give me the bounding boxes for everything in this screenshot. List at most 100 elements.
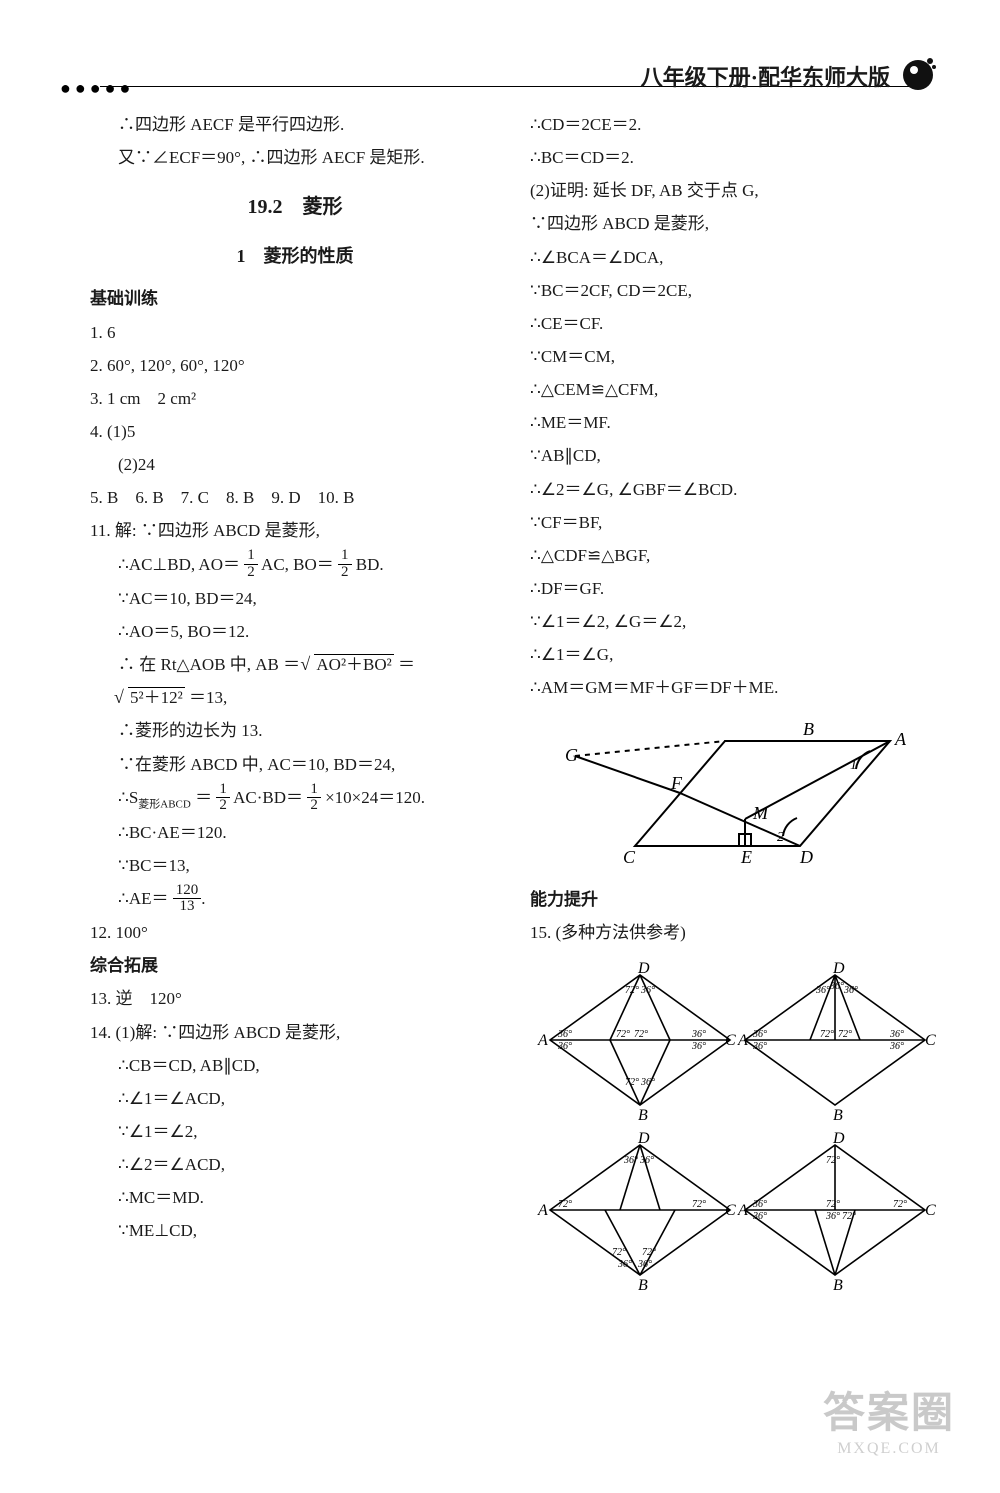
section-title: 19.2 菱形 xyxy=(90,188,500,227)
svg-text:72°: 72° xyxy=(826,1155,840,1166)
solution-line: ∴MC＝MD. xyxy=(90,1181,500,1214)
svg-text:36°: 36° xyxy=(752,1211,767,1222)
svg-text:36°: 36° xyxy=(825,1211,840,1222)
svg-text:B: B xyxy=(833,1277,843,1294)
math-text: AC·BD＝ xyxy=(233,788,303,807)
svg-text:D: D xyxy=(832,960,845,977)
solution-line: ∵CF＝BF, xyxy=(530,506,940,539)
svg-text:D: D xyxy=(637,960,650,977)
svg-text:72°: 72° xyxy=(842,1211,856,1222)
math-text: . xyxy=(201,889,205,908)
solution-line: ∴AE＝ 12013 . xyxy=(90,882,500,916)
answer-line: (2)24 xyxy=(90,448,500,481)
fraction-icon: 12 xyxy=(307,782,321,815)
solution-line: ∴ 在 Rt△AOB 中, AB ＝ AO²＋BO² ＝ xyxy=(90,648,500,681)
svg-text:72°: 72° xyxy=(558,1199,572,1210)
solution-line: ∴AO＝5, BO＝12. xyxy=(90,615,500,648)
solution-line: ∵四边形 ABCD 是菱形, xyxy=(530,207,940,240)
svg-text:72°: 72° xyxy=(616,1029,630,1040)
svg-text:E: E xyxy=(740,847,752,866)
solution-line: ∴AC⊥BD, AO＝ 12 AC, BO＝ 12 BD. xyxy=(90,548,500,582)
fraction-icon: 12 xyxy=(338,548,352,581)
svg-text:B: B xyxy=(833,1107,843,1124)
svg-text:1: 1 xyxy=(850,758,857,773)
math-text: AC, BO＝ xyxy=(261,555,334,574)
math-text: ×10×24＝120. xyxy=(325,788,425,807)
solution-line: (2)证明: 延长 DF, AB 交于点 G, xyxy=(530,174,940,207)
heading-comprehensive: 综合拓展 xyxy=(90,949,500,982)
solution-line: ∴BC·AE＝120. xyxy=(90,816,500,849)
solution-line: ∵AC＝10, BD＝24, xyxy=(90,582,500,615)
math-text: ＝13, xyxy=(189,688,227,707)
svg-text:A: A xyxy=(537,1202,548,1219)
svg-text:72°: 72° xyxy=(692,1199,706,1210)
solution-line: ∴∠1＝∠ACD, xyxy=(90,1082,500,1115)
solution-line: ∴∠1＝∠G, xyxy=(530,638,940,671)
svg-text:C: C xyxy=(925,1202,936,1219)
solution-line: ∵CM＝CM, xyxy=(530,340,940,373)
solution-line: ∴CE＝CF. xyxy=(530,307,940,340)
answer-line: 1. 6 xyxy=(90,316,500,349)
solution-line: ∴DF＝GF. xyxy=(530,572,940,605)
fraction-icon: 12 xyxy=(216,782,230,815)
svg-text:36°: 36° xyxy=(691,1029,706,1040)
svg-text:36°: 36° xyxy=(815,985,830,996)
math-text: ∴AE＝ xyxy=(118,889,168,908)
subsection-title: 1 菱形的性质 xyxy=(90,239,500,274)
svg-text:B: B xyxy=(803,719,814,739)
left-column: ∴四边形 AECF 是平行四边形. 又∵∠ECF＝90°, ∴四边形 AECF … xyxy=(90,108,500,1368)
svg-text:36°: 36° xyxy=(752,1041,767,1052)
svg-text:72°: 72° xyxy=(838,1029,852,1040)
figure-four-rhombi: D A C B D A C B D A C B D A C xyxy=(530,955,940,1306)
watermark: 答案圈 MXQE.COM xyxy=(823,1379,955,1458)
svg-text:D: D xyxy=(832,1130,845,1147)
svg-text:D: D xyxy=(799,847,813,866)
svg-text:36°: 36° xyxy=(623,1155,638,1166)
math-text: ＝ xyxy=(398,655,415,674)
math-text: ∴S xyxy=(118,788,138,807)
svg-text:A: A xyxy=(537,1032,548,1049)
svg-text:F: F xyxy=(670,773,683,793)
svg-text:36°: 36° xyxy=(829,981,844,992)
svg-text:A: A xyxy=(737,1202,748,1219)
math-text: ∴ 在 Rt△AOB 中, AB ＝ xyxy=(118,655,304,674)
content-columns: ∴四边形 AECF 是平行四边形. 又∵∠ECF＝90°, ∴四边形 AECF … xyxy=(90,108,940,1368)
header-badge-icon xyxy=(900,55,938,93)
svg-text:2: 2 xyxy=(777,830,784,845)
svg-text:A: A xyxy=(894,729,907,749)
text-line: ∴四边形 AECF 是平行四边形. xyxy=(90,108,500,141)
solution-line: ∴AM＝GM＝MF＋GF＝DF＋ME. xyxy=(530,671,940,704)
svg-text:72°: 72° xyxy=(625,985,639,996)
svg-text:36°: 36° xyxy=(617,1259,632,1270)
svg-text:36°: 36° xyxy=(557,1029,572,1040)
answer-line: 12. 100° xyxy=(90,916,500,949)
header-title: 八年级下册·配华东师大版 xyxy=(641,60,890,92)
text-line: 又∵∠ECF＝90°, ∴四边形 AECF 是矩形. xyxy=(90,141,500,174)
svg-text:72°: 72° xyxy=(642,1247,656,1258)
heading-basic: 基础训练 xyxy=(90,282,500,315)
sqrt-icon: 5²＋12² xyxy=(118,681,185,714)
svg-text:C: C xyxy=(725,1202,736,1219)
svg-text:C: C xyxy=(925,1032,936,1049)
svg-text:36°: 36° xyxy=(640,1077,655,1088)
solution-line: ∵BC＝2CF, CD＝2CE, xyxy=(530,274,940,307)
svg-text:36°: 36° xyxy=(640,985,655,996)
math-text: ∴AC⊥BD, AO＝ xyxy=(118,555,240,574)
solution-line: ∵ME⊥CD, xyxy=(90,1214,500,1247)
svg-text:B: B xyxy=(638,1277,648,1294)
fraction-icon: 12013 xyxy=(173,883,202,916)
answer-line: 2. 60°, 120°, 60°, 120° xyxy=(90,349,500,382)
svg-text:C: C xyxy=(623,847,636,866)
fraction-icon: 12 xyxy=(244,548,258,581)
svg-text:36°: 36° xyxy=(752,1029,767,1040)
right-column: ∴CD＝2CE＝2. ∴BC＝CD＝2. (2)证明: 延长 DF, AB 交于… xyxy=(530,108,940,1368)
svg-text:36°: 36° xyxy=(691,1041,706,1052)
svg-text:36°: 36° xyxy=(557,1041,572,1052)
solution-line: 14. (1)解: ∵四边形 ABCD 是菱形, xyxy=(90,1016,500,1049)
solution-line: ∴ME＝MF. xyxy=(530,406,940,439)
svg-text:36°: 36° xyxy=(889,1041,904,1052)
answer-line: 15. (多种方法供参考) xyxy=(530,916,940,949)
answer-line: 4. (1)5 xyxy=(90,415,500,448)
svg-text:36°: 36° xyxy=(843,985,858,996)
solution-line: ∵BC＝13, xyxy=(90,849,500,882)
